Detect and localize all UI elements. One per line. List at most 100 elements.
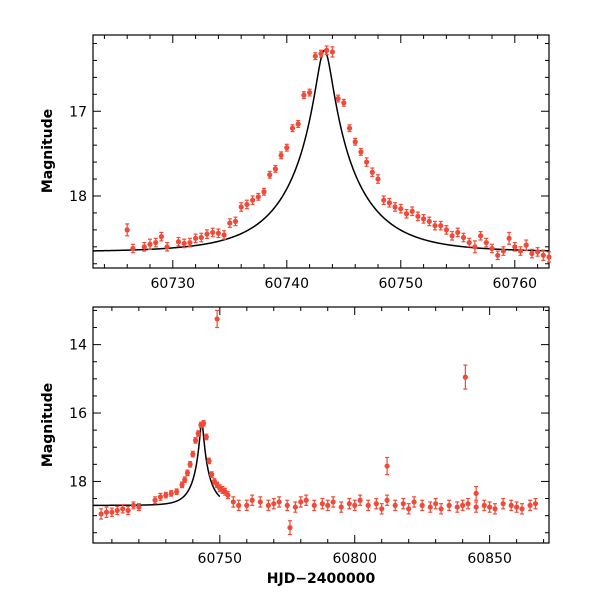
data-point — [267, 172, 273, 178]
data-point — [187, 239, 193, 246]
data-point — [373, 501, 379, 507]
data-point — [201, 420, 207, 426]
data-point — [225, 492, 231, 498]
data-point — [535, 249, 541, 255]
data-point — [284, 145, 290, 151]
data-point — [384, 463, 390, 469]
data-point — [249, 497, 255, 503]
bottom-x-axis-label: HJD−2400000 — [267, 571, 376, 587]
data-point — [460, 234, 467, 241]
data-point — [421, 216, 427, 222]
data-point — [204, 231, 210, 237]
data-point — [492, 506, 498, 512]
data-point — [198, 234, 204, 241]
data-point — [386, 200, 392, 206]
x-tick-label: 60730 — [151, 276, 196, 292]
data-point — [352, 139, 358, 145]
data-point — [466, 239, 472, 246]
data-point — [278, 152, 284, 158]
data-point — [193, 235, 199, 241]
bottom-model-curve — [93, 421, 221, 507]
data-point — [147, 241, 153, 247]
data-point — [512, 244, 518, 250]
data-point — [403, 211, 410, 217]
top-data-points — [124, 45, 552, 263]
x-tick-label: 60750 — [198, 551, 243, 567]
data-point — [346, 501, 352, 507]
data-point — [168, 490, 174, 497]
data-point — [338, 504, 344, 510]
x-tick-label: 60750 — [379, 276, 424, 292]
data-point — [472, 244, 478, 250]
data-point — [192, 437, 199, 443]
data-point — [98, 511, 104, 517]
data-point — [298, 499, 304, 505]
data-point — [409, 208, 415, 214]
data-point — [400, 501, 406, 507]
data-point — [120, 506, 126, 512]
y-tick-label: 16 — [69, 406, 87, 422]
data-point — [438, 506, 444, 512]
data-point — [227, 220, 233, 226]
data-point — [473, 504, 479, 510]
data-point — [250, 197, 256, 203]
data-point — [181, 240, 187, 247]
bottom-data-points — [98, 309, 539, 536]
data-point — [221, 232, 227, 238]
data-point — [523, 242, 529, 248]
data-point — [130, 245, 136, 252]
data-point — [432, 223, 438, 229]
data-point — [206, 458, 212, 464]
top-panel: 60730 60740 60750 60760 17 18 Magnitude — [40, 34, 552, 292]
data-point — [358, 149, 364, 155]
data-point — [153, 239, 159, 246]
data-point — [236, 502, 242, 508]
data-point — [195, 430, 201, 437]
data-point — [238, 204, 244, 210]
data-point — [500, 248, 506, 254]
data-point — [232, 218, 239, 224]
data-point — [287, 525, 293, 531]
data-point — [487, 504, 493, 510]
data-point — [384, 497, 390, 503]
data-point — [130, 502, 137, 508]
data-point — [454, 504, 460, 510]
data-point — [330, 499, 336, 505]
data-point — [318, 51, 324, 57]
data-point — [182, 477, 188, 483]
data-point — [460, 502, 466, 508]
data-point — [289, 125, 296, 131]
data-point — [446, 502, 452, 508]
data-point — [398, 206, 404, 212]
data-point — [514, 504, 520, 510]
data-point — [265, 502, 271, 508]
data-point — [187, 461, 193, 467]
data-point — [406, 506, 412, 512]
data-point — [352, 502, 358, 508]
top-y-axis-label: Magnitude — [40, 109, 56, 193]
data-point — [365, 502, 371, 508]
data-point — [164, 244, 170, 250]
data-point — [114, 507, 120, 514]
data-point — [190, 451, 196, 457]
data-point — [329, 49, 335, 55]
data-point — [312, 53, 318, 59]
data-point — [109, 509, 115, 515]
data-point — [392, 502, 398, 508]
data-point — [203, 434, 209, 440]
data-point — [481, 502, 487, 508]
data-point — [364, 159, 370, 165]
data-point — [426, 218, 432, 224]
data-point — [379, 506, 385, 512]
data-point — [433, 501, 439, 507]
data-point — [508, 502, 514, 508]
data-point — [517, 248, 524, 254]
data-point — [271, 501, 277, 507]
data-point — [307, 90, 313, 96]
data-point — [255, 194, 261, 200]
data-point — [529, 250, 535, 257]
data-point — [411, 499, 417, 505]
data-point — [209, 471, 215, 478]
data-point — [184, 470, 191, 476]
